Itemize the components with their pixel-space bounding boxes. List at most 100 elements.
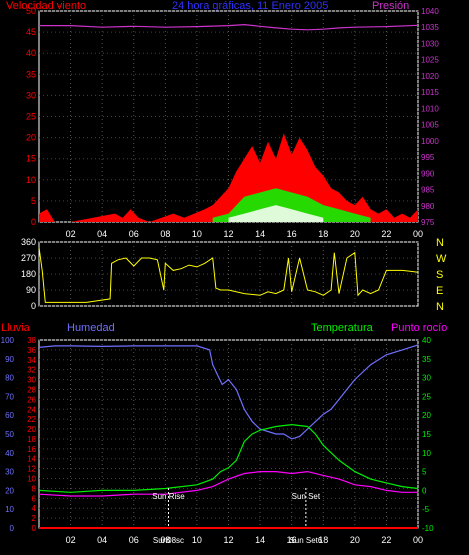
dewpoint-label: Punto rocío	[391, 322, 447, 334]
compass-label: W	[436, 253, 447, 265]
wind-direction-line	[38, 247, 419, 303]
rain-y-tick-label: 90	[5, 355, 14, 364]
humidity-y-tick-label: 36	[27, 346, 36, 355]
pressure-y-tick-label: 980	[421, 202, 435, 211]
humidity-y-tick-label: 24	[27, 405, 36, 414]
wind-y-tick-label: 40	[26, 48, 36, 58]
humidity-y-tick-label: 14	[27, 455, 36, 464]
rain-y-tick-label: 20	[5, 486, 14, 495]
temperature-y-tick-label: 0	[422, 486, 427, 495]
humidity-label: Humedad	[67, 322, 115, 334]
pressure-y-tick-label: 1020	[421, 72, 439, 81]
direction-y-tick-label: 90	[26, 285, 36, 295]
x-tick-label: 04	[97, 535, 107, 545]
x-tick-label: 22	[381, 535, 391, 545]
pressure-y-tick-label: 975	[421, 218, 435, 227]
temperature-y-tick-label: -10	[422, 524, 434, 533]
x-tick-label: 08	[160, 535, 170, 545]
pressure-y-tick-label: 1025	[421, 56, 439, 65]
humidity-y-tick-label: 2	[32, 514, 37, 523]
x-tick-label: 00	[413, 229, 423, 239]
x-tick-label: 14	[255, 535, 265, 545]
humidity-y-tick-label: 8	[32, 484, 37, 493]
pressure-y-tick-label: 1000	[421, 137, 439, 146]
chart-title: 24 hora gráficas, 11 Enero 2005	[172, 0, 328, 12]
rain-y-tick-label: 50	[5, 430, 14, 439]
x-tick-label: 16	[287, 229, 297, 239]
temperature-y-tick-label: 25	[422, 392, 431, 401]
temperature-y-tick-label: 30	[422, 374, 431, 383]
x-tick-label: 20	[350, 229, 360, 239]
compass-label: E	[436, 285, 443, 297]
rain-y-tick-label: 70	[5, 392, 14, 401]
wind-y-tick-label: 20	[26, 133, 36, 143]
x-tick-label: 06	[129, 535, 139, 545]
pressure-y-tick-label: 1015	[421, 88, 439, 97]
x-tick-label: 06	[129, 229, 139, 239]
x-tick-label: 18	[318, 535, 328, 545]
wind-speed-label: Velocidad viento	[6, 0, 86, 12]
pressure-y-tick-label: 1035	[421, 23, 439, 32]
humidity-y-tick-label: 18	[27, 435, 36, 444]
x-tick-label: 22	[381, 229, 391, 239]
humidity-y-tick-label: 6	[32, 494, 37, 503]
temperature-y-tick-label: 40	[422, 336, 431, 345]
rain-y-tick-label: 100	[1, 336, 15, 345]
x-tick-label: 16	[287, 535, 297, 545]
direction-y-tick-label: 0	[31, 301, 36, 311]
dewpoint-line	[38, 470, 418, 497]
pressure-y-tick-label: 985	[421, 186, 435, 195]
temperature-line	[38, 423, 419, 493]
humidity-y-tick-label: 20	[27, 425, 36, 434]
direction-y-tick-label: 360	[21, 237, 36, 247]
pressure-y-tick-label: 1005	[421, 121, 439, 130]
humidity-y-tick-label: 34	[27, 356, 36, 365]
direction-y-tick-label: 270	[21, 253, 36, 263]
pressure-y-tick-label: 1040	[421, 7, 439, 16]
humidity-y-tick-label: 16	[27, 445, 36, 454]
pressure-label: Presión	[372, 0, 409, 12]
x-tick-label: 02	[66, 229, 76, 239]
direction-y-tick-label: 180	[21, 269, 36, 279]
humidity-y-tick-label: 0	[32, 524, 37, 533]
humidity-y-tick-label: 26	[27, 395, 36, 404]
x-tick-label: 12	[223, 535, 233, 545]
wind-y-tick-label: 50	[26, 6, 36, 16]
wind-y-tick-label: 10	[26, 175, 36, 185]
wind-y-tick-label: 45	[26, 27, 36, 37]
humidity-y-tick-label: 38	[27, 336, 36, 345]
rain-y-tick-label: 30	[5, 468, 14, 477]
rain-y-tick-label: 0	[10, 524, 15, 533]
pressure-line	[39, 23, 419, 31]
sun-event-label: Sun Rise	[152, 492, 185, 501]
temperature-y-tick-label: 35	[422, 355, 431, 364]
x-tick-label: 10	[192, 229, 202, 239]
compass-label: N	[436, 237, 444, 249]
temperature-label: Temperatura	[311, 322, 374, 334]
rain-label: Lluvia	[1, 322, 31, 334]
pressure-y-tick-label: 995	[421, 153, 435, 162]
humidity-y-tick-label: 32	[27, 366, 36, 375]
temperature-y-tick-label: -5	[422, 505, 430, 514]
humidity-y-tick-label: 28	[27, 385, 36, 394]
x-tick-label: 18	[318, 229, 328, 239]
x-tick-label: 08	[160, 229, 170, 239]
wind-y-tick-label: 30	[26, 90, 36, 100]
rain-y-tick-label: 40	[5, 449, 14, 458]
temperature-y-tick-label: 10	[422, 449, 431, 458]
humidity-y-tick-label: 4	[32, 504, 37, 513]
wind-gust-area	[228, 205, 324, 222]
wind-y-tick-label: 15	[26, 154, 36, 164]
wind-y-tick-label: 5	[31, 196, 36, 206]
x-tick-label: 14	[255, 229, 265, 239]
pressure-y-tick-label: 1010	[421, 104, 439, 113]
rain-y-tick-label: 60	[5, 411, 14, 420]
wind-y-tick-label: 0	[31, 217, 36, 227]
rain-y-tick-label: 80	[5, 374, 14, 383]
humidity-y-tick-label: 10	[27, 475, 36, 484]
x-tick-label: 02	[66, 535, 76, 545]
x-tick-label: 12	[223, 229, 233, 239]
x-tick-label: 10	[192, 535, 202, 545]
compass-label: N	[436, 301, 444, 313]
